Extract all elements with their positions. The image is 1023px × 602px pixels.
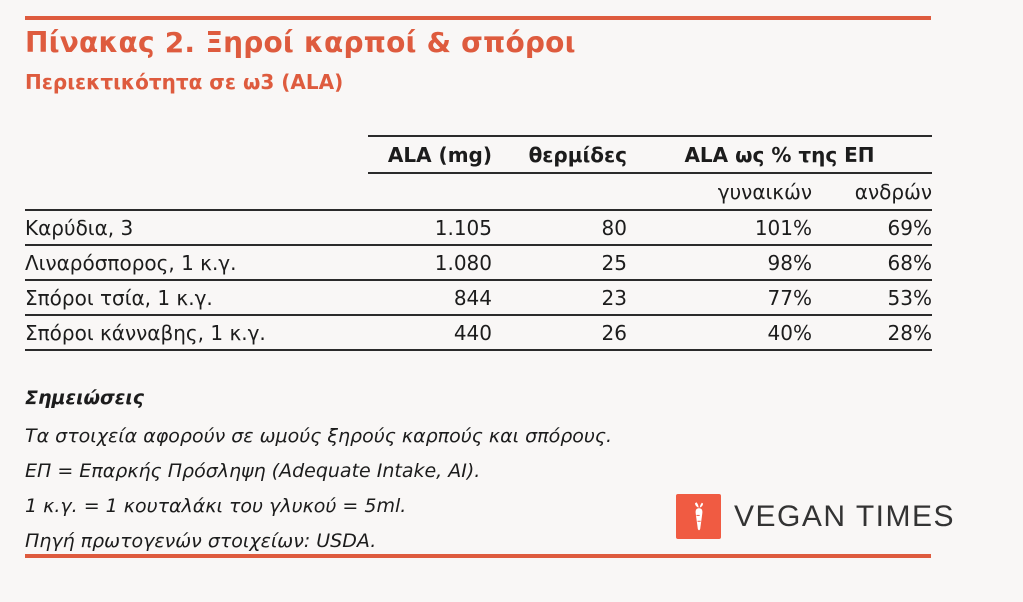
- header-spacer: [25, 136, 368, 173]
- cell-ala-mg: 1.105: [368, 210, 492, 246]
- cell-pct-women: 77%: [627, 280, 812, 316]
- table-row: Σπόροι κάνναβης, 1 κ.γ. 440 26 40% 28%: [25, 315, 932, 351]
- cell-pct-men: 69%: [812, 210, 932, 246]
- brand-logo: VEGAN TIMES: [676, 494, 955, 539]
- note-line: Τα στοιχεία αφορούν σε ωμούς ξηρούς καρπ…: [25, 425, 613, 447]
- table-row: Σπόροι τσία, 1 κ.γ. 844 23 77% 53%: [25, 280, 932, 316]
- cell-pct-men: 68%: [812, 245, 932, 281]
- table-row: Λιναρόσπορος, 1 κ.γ. 1.080 25 98% 68%: [25, 245, 932, 281]
- bottom-divider: [25, 554, 931, 558]
- table-header-row: ALA (mg) θερμίδες ALA ως % της ΕΠ: [25, 135, 932, 174]
- cell-calories: 80: [492, 210, 627, 246]
- cell-calories: 26: [492, 315, 627, 351]
- notes-heading: Σημειώσεις: [25, 387, 145, 409]
- subcolumn-header-men: ανδρών: [812, 173, 932, 211]
- subheader-spacer: [25, 173, 368, 211]
- cell-food-name: Λιναρόσπορος, 1 κ.γ.: [25, 245, 368, 281]
- brand-name: VEGAN TIMES: [734, 499, 955, 533]
- cell-ala-mg: 844: [368, 280, 492, 316]
- top-divider: [25, 16, 931, 20]
- page-subtitle: Περιεκτικότητα σε ω3 (ALA): [25, 70, 344, 94]
- note-line: 1 κ.γ. = 1 κουταλάκι του γλυκού = 5ml.: [25, 495, 407, 517]
- note-line: Πηγή πρωτογενών στοιχείων: USDA.: [25, 530, 377, 552]
- cell-calories: 23: [492, 280, 627, 316]
- cell-pct-men: 28%: [812, 315, 932, 351]
- cell-pct-women: 101%: [627, 210, 812, 246]
- page-title: Πίνακας 2. Ξηροί καρποί & σπόροι: [25, 26, 576, 59]
- note-line: ΕΠ = Επαρκής Πρόσληψη (Adequate Intake, …: [25, 460, 481, 482]
- cell-calories: 25: [492, 245, 627, 281]
- subcolumn-header-women: γυναικών: [627, 173, 812, 211]
- cell-ala-mg: 1.080: [368, 245, 492, 281]
- table-subheader-row: γυναικών ανδρών: [25, 173, 932, 211]
- column-header-calories: θερμίδες: [492, 135, 627, 174]
- column-header-ala-percent: ALA ως % της ΕΠ: [627, 135, 932, 174]
- notes-section: Σημειώσεις Τα στοιχεία αφορούν σε ωμούς …: [25, 383, 612, 559]
- nutrition-table: ALA (mg) θερμίδες ALA ως % της ΕΠ γυναικ…: [25, 135, 932, 351]
- column-header-ala: ALA (mg): [368, 135, 492, 174]
- cell-pct-women: 98%: [627, 245, 812, 281]
- cell-pct-women: 40%: [627, 315, 812, 351]
- cell-food-name: Καρύδια, 3: [25, 210, 368, 246]
- table-row: Καρύδια, 3 1.105 80 101% 69%: [25, 210, 932, 246]
- cell-food-name: Σπόροι τσία, 1 κ.γ.: [25, 280, 368, 316]
- cell-pct-men: 53%: [812, 280, 932, 316]
- cell-ala-mg: 440: [368, 315, 492, 351]
- carrot-icon: [676, 494, 721, 539]
- cell-food-name: Σπόροι κάνναβης, 1 κ.γ.: [25, 315, 368, 351]
